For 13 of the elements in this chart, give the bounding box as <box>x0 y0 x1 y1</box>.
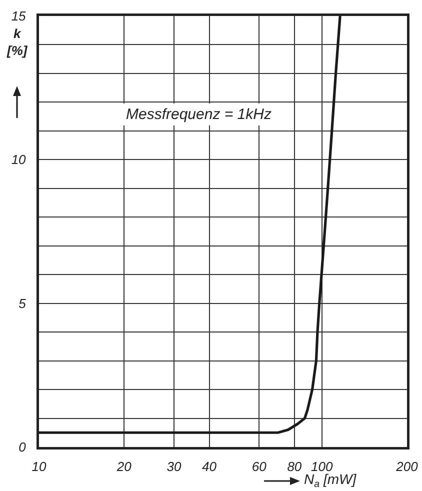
y-tick-label: 10 <box>11 152 27 168</box>
x-tick-label: 30 <box>166 459 182 474</box>
x-tick-label: 80 <box>287 459 302 474</box>
y-axis-title: k [%] <box>6 26 28 58</box>
y-tick-label: 0 <box>18 440 27 455</box>
y-tick-label: 5 <box>18 296 27 311</box>
y-tick-label: 15 <box>11 8 27 24</box>
x-tick-label: 20 <box>116 459 132 474</box>
x-tick-label: 60 <box>252 459 268 474</box>
x-tick-label: 10 <box>32 459 47 474</box>
x-tick-label: 40 <box>202 459 218 474</box>
annotation: Messfrequenz = 1kHz <box>126 106 272 123</box>
x-tick-label: 200 <box>395 459 419 474</box>
